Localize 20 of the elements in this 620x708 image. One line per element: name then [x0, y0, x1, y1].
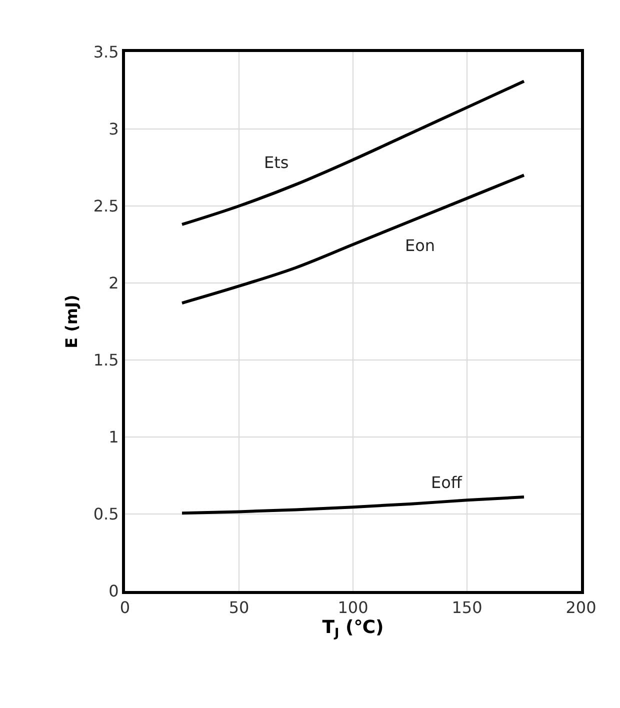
y-tick-label: 3.5	[93, 42, 119, 62]
x-axis-title: T$_{J}$ (℃)	[322, 617, 384, 640]
y-tick-label: 0.5	[93, 504, 119, 524]
y-tick-label: 2.5	[93, 196, 119, 216]
y-tick-label: 1.5	[93, 350, 119, 370]
line-series	[180, 496, 526, 515]
series-label: Eon	[405, 236, 436, 255]
line-series	[180, 174, 526, 305]
y-tick-label: 0	[108, 582, 119, 601]
y-tick-label: 2	[108, 274, 119, 293]
x-tick-label: 150	[452, 598, 482, 618]
x-tick-label: 200	[566, 598, 596, 618]
line-series	[180, 80, 526, 226]
x-tick-label: 50	[228, 598, 250, 618]
series-label: Ets	[264, 153, 289, 172]
series-label: Eoff	[431, 473, 463, 492]
y-axis-title: E (mJ)	[62, 294, 82, 348]
y-tick-label: 3	[108, 120, 119, 139]
y-tick-label: 1	[108, 428, 119, 447]
x-tick-label: 100	[338, 598, 368, 618]
